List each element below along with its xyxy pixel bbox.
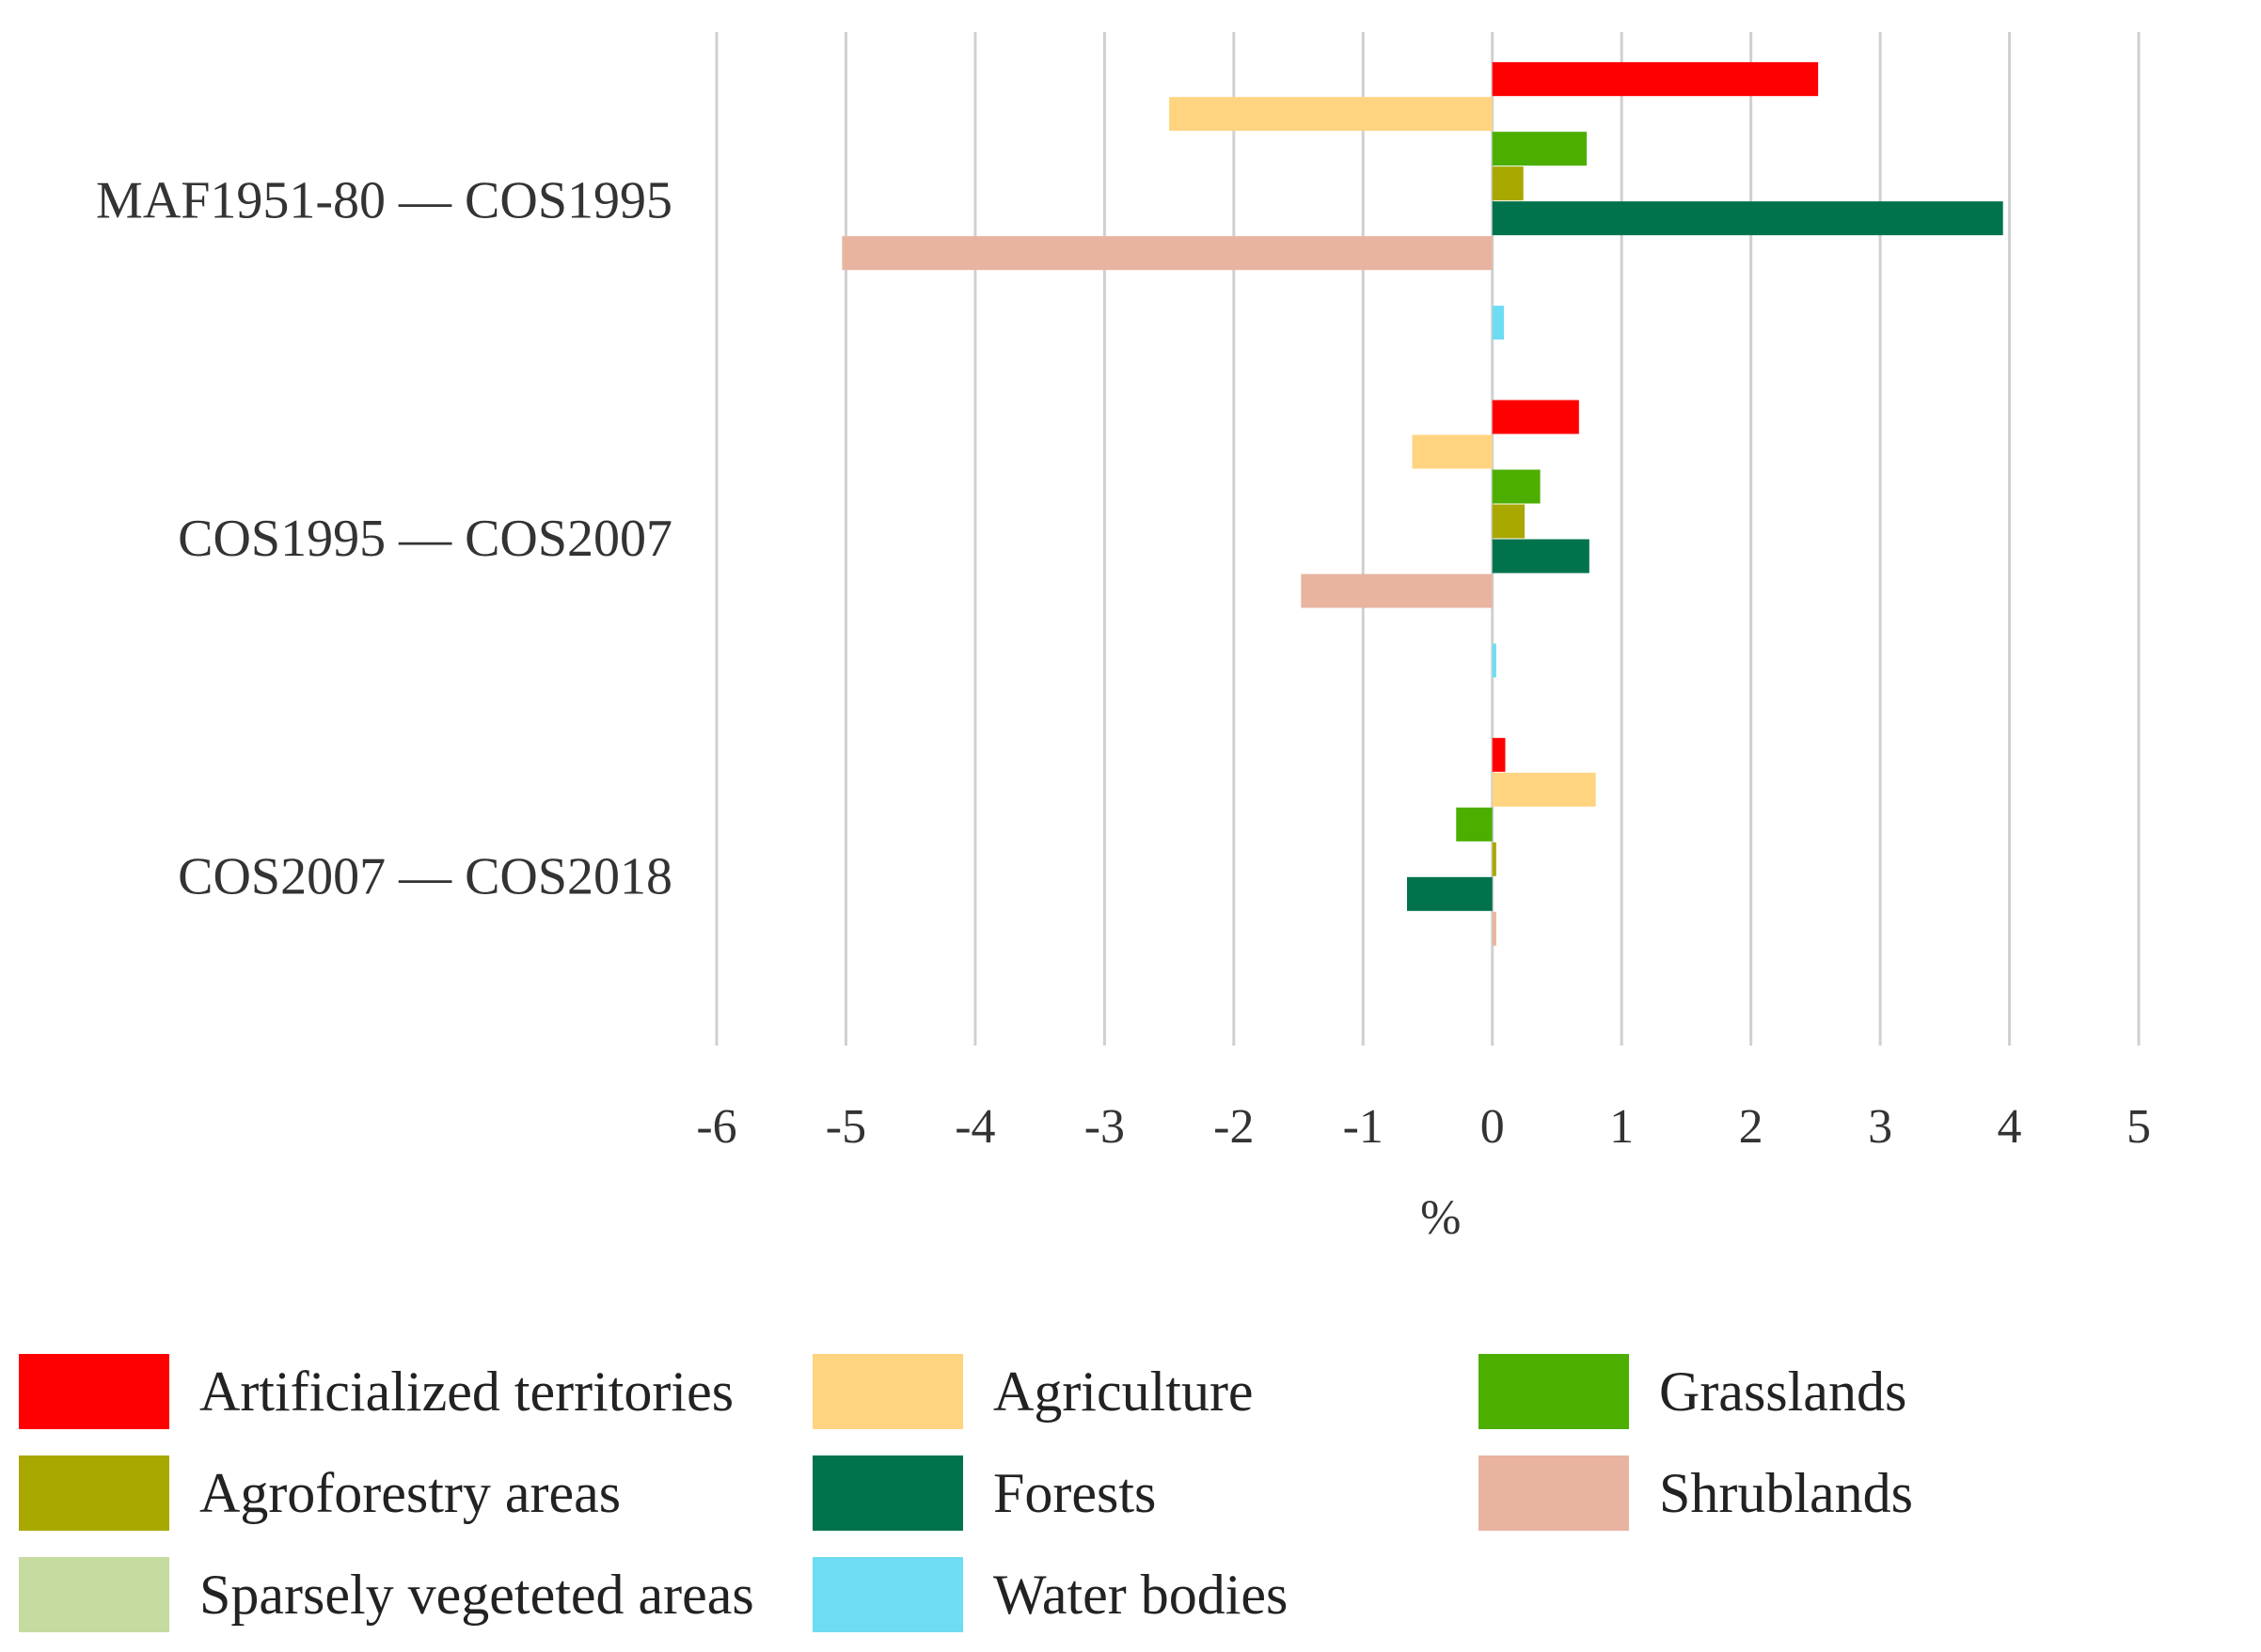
bar-forests: [1492, 539, 1589, 574]
legend-item: Agriculture: [813, 1354, 1254, 1429]
legend-label: Artificialized territories: [199, 1360, 735, 1423]
x-tick-label: 4: [1998, 1100, 2022, 1154]
bar-agriculture: [1169, 97, 1493, 132]
x-tick-label: -3: [1084, 1100, 1125, 1154]
x-tick-label: -6: [696, 1100, 736, 1154]
legend-swatch: [813, 1455, 963, 1531]
x-tick-label: -4: [955, 1100, 995, 1154]
bar-forests: [1492, 201, 2003, 236]
bar-artificialized-territories: [1492, 400, 1579, 434]
x-tick-label: -1: [1343, 1100, 1383, 1154]
legend-label: Forests: [993, 1461, 1157, 1524]
legend-item: Artificialized territories: [19, 1354, 734, 1429]
legend-swatch: [1478, 1354, 1629, 1429]
legend-label: Agriculture: [993, 1360, 1254, 1423]
category-label: COS1995 — COS2007: [178, 510, 672, 568]
bar-shrublands: [842, 236, 1493, 271]
x-tick-label: 1: [1609, 1100, 1634, 1154]
bar-agroforestry-areas: [1492, 504, 1526, 539]
bar-water-bodies: [1492, 643, 1496, 678]
bar-grasslands: [1492, 469, 1541, 504]
bar-agroforestry-areas: [1492, 842, 1496, 876]
legend-swatch: [813, 1354, 963, 1429]
legend-label: Agroforestry areas: [199, 1461, 622, 1524]
legend-label: Grasslands: [1659, 1360, 1907, 1423]
x-tick-label: 5: [2127, 1100, 2151, 1154]
x-tick-label: -5: [826, 1100, 866, 1154]
legend-item: Shrublands: [1478, 1455, 1913, 1531]
bar-grasslands: [1492, 132, 1588, 166]
legend-swatch: [1478, 1455, 1629, 1531]
legend-item: Forests: [813, 1455, 1156, 1531]
legend-swatch: [19, 1557, 169, 1632]
legend-swatch: [813, 1557, 963, 1632]
legend-item: Water bodies: [813, 1557, 1288, 1632]
legend-swatch: [19, 1455, 169, 1531]
category-label: MAF1951-80 — COS1995: [96, 172, 672, 230]
x-tick-label: 0: [1480, 1100, 1505, 1154]
legend-item: Grasslands: [1478, 1354, 1906, 1429]
legend-label: Water bodies: [993, 1563, 1289, 1626]
category-label: COS2007 — COS2018: [178, 847, 672, 905]
x-tick-label: -2: [1213, 1100, 1254, 1154]
bar-shrublands: [1301, 574, 1493, 608]
bar-artificialized-territories: [1492, 737, 1506, 772]
legend-label: Shrublands: [1659, 1461, 1913, 1524]
bar-water-bodies: [1492, 306, 1505, 340]
chart: -6 -5 -4 -3 -2 -1 0 1 2 3 4 5% MAF1951-80 — COS1995 C…: [96, 32, 2151, 1245]
bar-agriculture: [1412, 434, 1493, 469]
bar-grasslands: [1456, 807, 1493, 842]
x-axis-label: %: [1420, 1191, 1461, 1245]
legend-swatch: [19, 1354, 169, 1429]
bar-forests: [1407, 876, 1493, 911]
bar-agroforestry-areas: [1492, 166, 1524, 201]
legend-item: Agroforestry areas: [19, 1455, 621, 1531]
bar-shrublands: [1492, 911, 1496, 946]
legend-item: Sparsely vegeteted areas: [19, 1557, 754, 1632]
legend: Artificialized territories Agroforestry a…: [19, 1354, 2261, 1636]
bar-agriculture: [1492, 772, 1596, 807]
legend-label: Sparsely vegeteted areas: [199, 1563, 754, 1626]
x-tick-label: 2: [1739, 1100, 1763, 1154]
x-tick-label: 3: [1868, 1100, 1892, 1154]
bar-artificialized-territories: [1492, 62, 1819, 97]
